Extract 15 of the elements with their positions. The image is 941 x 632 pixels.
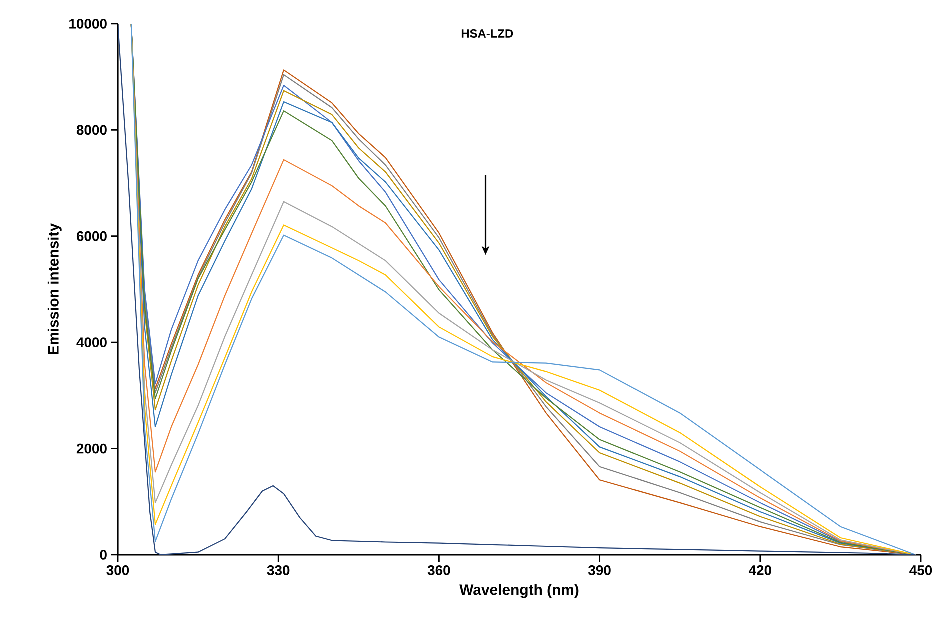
y-tick-label: 8000: [76, 125, 107, 136]
y-tick-label: 6000: [76, 231, 107, 242]
chart-title: HSA-LZD: [462, 29, 514, 38]
y-tick-label: 4000: [76, 338, 107, 348]
y-tick-label: 0: [100, 550, 107, 560]
y-tick-label: 2000: [76, 444, 107, 454]
x-axis-title: Wavelength (nm): [460, 584, 579, 598]
x-tick-label: 390: [588, 565, 611, 576]
y-tick-label: 10000: [70, 19, 107, 29]
x-tick-label: 300: [106, 565, 130, 576]
x-tick-label: 330: [267, 565, 290, 576]
x-tick-label: 420: [748, 565, 772, 576]
x-tick-label: 450: [910, 565, 932, 576]
x-tick-label: 360: [428, 565, 450, 576]
y-axis-title: Emission intensity: [48, 224, 62, 355]
